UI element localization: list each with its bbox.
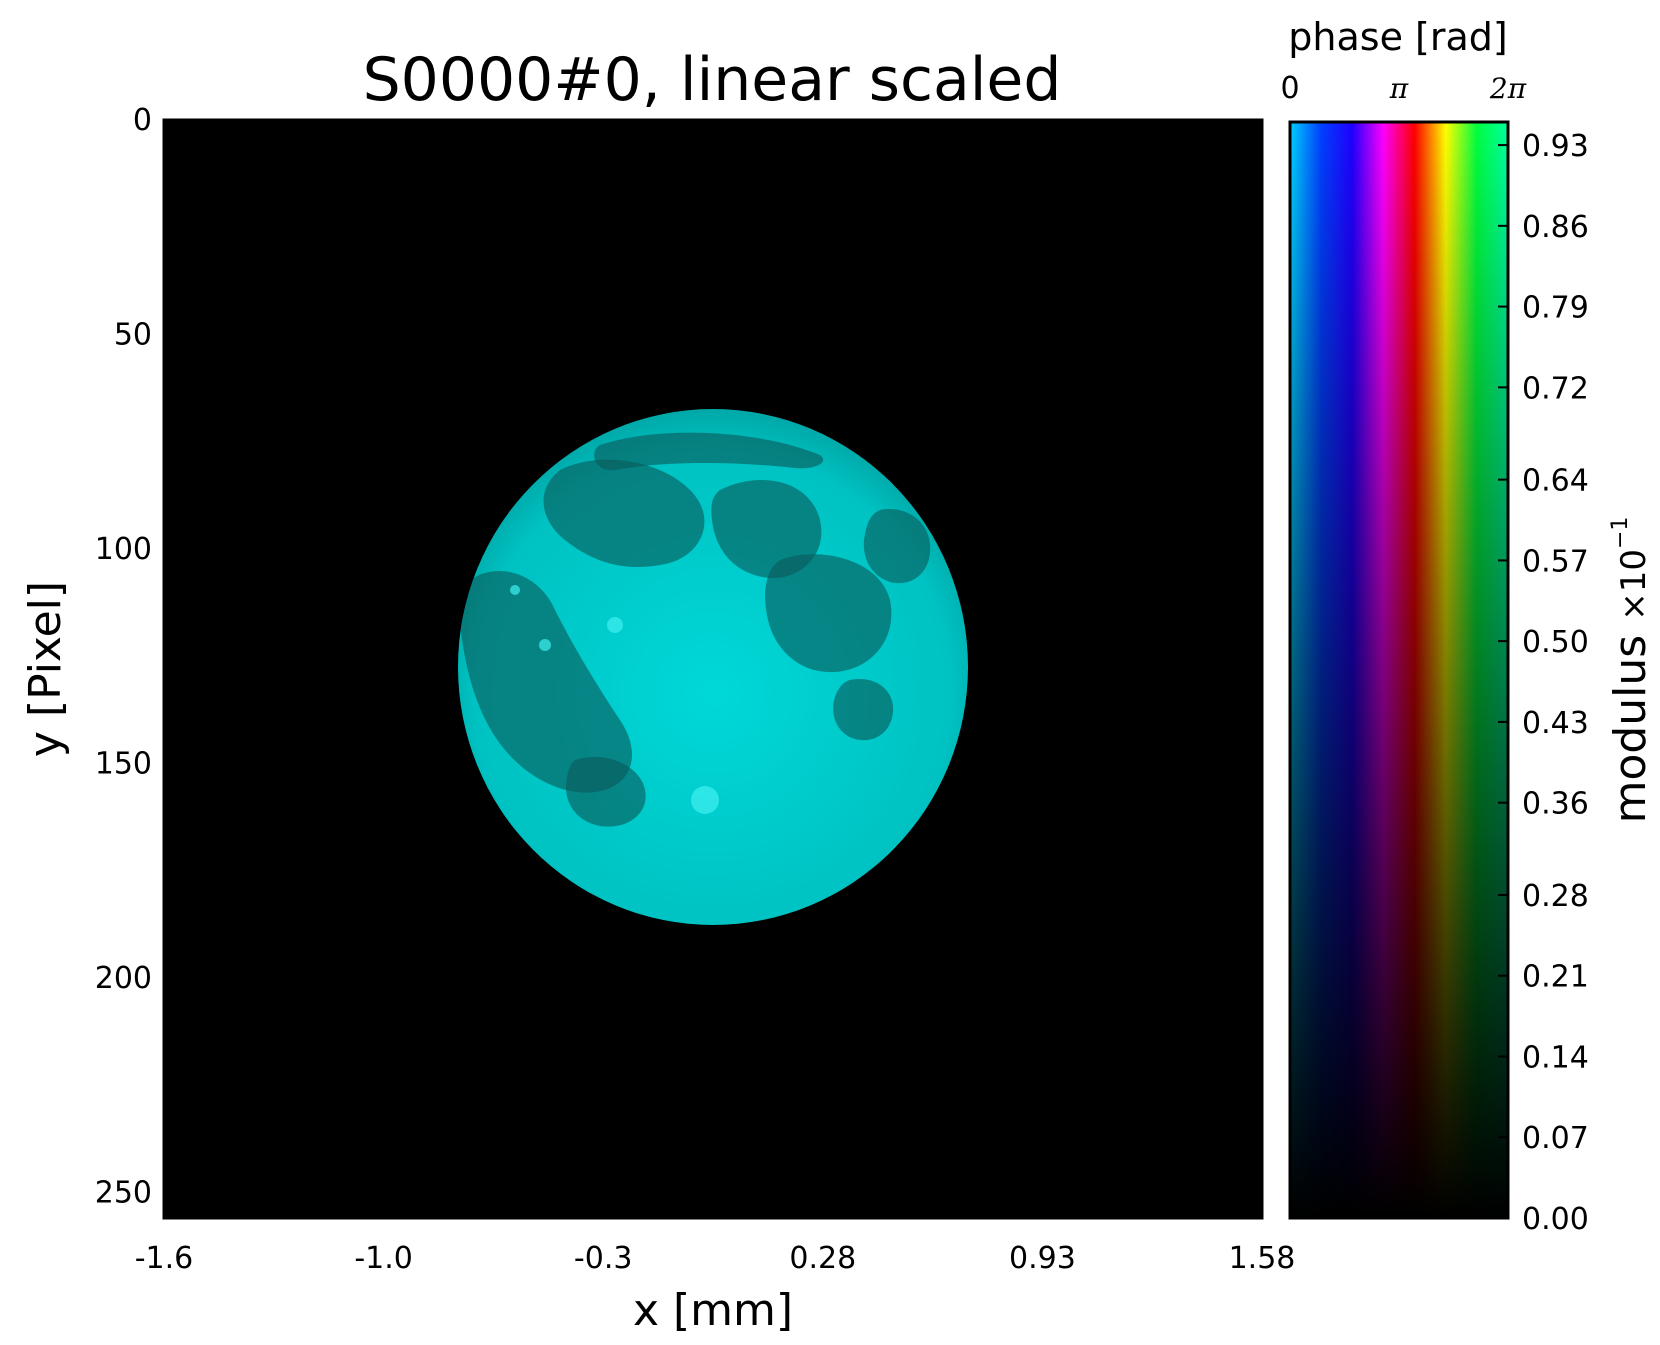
- x-axis-label: x [mm]: [633, 1285, 793, 1336]
- moon-mare-serenitatis: [711, 480, 822, 579]
- modulus-tick-label: 0.36: [1522, 787, 1589, 822]
- moon-crater-aristarchus: [510, 585, 520, 595]
- modulus-tick-label: 0.72: [1522, 371, 1589, 406]
- x-tick-label: -0.3: [574, 1241, 633, 1276]
- phase-tick-label: π: [1389, 72, 1409, 105]
- colorbar-frame: [1288, 120, 1510, 1220]
- phase-tick-label: 0: [1280, 71, 1299, 106]
- moon-mare-imbrium: [543, 459, 705, 568]
- x-tick-label: 0.93: [1009, 1241, 1076, 1276]
- y-tick-label: 0: [133, 103, 152, 138]
- moon-image: [458, 409, 968, 925]
- x-tick-label: 1.58: [1229, 1241, 1296, 1276]
- modulus-tick-label: 0.50: [1522, 625, 1589, 660]
- modulus-tick-label: 0.79: [1522, 291, 1589, 326]
- y-tick-label: 150: [95, 746, 152, 781]
- modulus-tick-label: 0.00: [1522, 1202, 1589, 1237]
- y-axis-label: y [Pixel]: [20, 581, 71, 757]
- chart-title: S0000#0, linear scaled: [363, 45, 1062, 115]
- modulus-tick-label: 0.93: [1522, 129, 1589, 164]
- y-axis: y [Pixel] 0 50 100 150 200 250: [20, 103, 174, 1210]
- moon-mare-tranquillitatis: [765, 554, 892, 673]
- modulus-tick-label: 0.07: [1522, 1121, 1589, 1156]
- colorbar-modulus-label: modulus ×10−1: [1605, 517, 1656, 824]
- phase-tick-label: 2π: [1489, 72, 1527, 105]
- colorbar-phase-label: phase [rad]: [1288, 15, 1507, 59]
- colorbar-modulus-ticks: 0.93 0.86 0.79 0.72 0.64 0.57 0.50 0.43 0.36 0.28…: [1498, 129, 1589, 1237]
- colorbar-multiplier: ×10: [1614, 549, 1654, 621]
- moon-mare-fecunditatis: [833, 679, 894, 741]
- moon-mare-crisium: [863, 509, 931, 584]
- modulus-tick-label: 0.57: [1522, 544, 1589, 579]
- x-tick-label: -1.6: [135, 1241, 194, 1276]
- x-tick-label: 0.28: [789, 1241, 856, 1276]
- modulus-tick-label: 0.86: [1522, 210, 1589, 245]
- x-tick-label: -1.0: [354, 1241, 413, 1276]
- y-tick-label: 250: [95, 1175, 152, 1210]
- colorbar-phase-ticks: 0 π 2π: [1280, 71, 1527, 136]
- modulus-tick-label: 0.21: [1522, 960, 1589, 995]
- modulus-tick-label: 0.28: [1522, 879, 1589, 914]
- moon-oceanus-procellarum: [460, 571, 632, 793]
- x-axis: x [mm] -1.6 -1.0 -0.3 0.28 0.93 1.58: [135, 1208, 1296, 1336]
- moon-crater-copernicus: [607, 617, 623, 633]
- moon-crater-tycho: [691, 786, 719, 814]
- y-tick-label: 200: [95, 961, 152, 996]
- plot-frame: [162, 118, 1264, 1220]
- colorbar: phase [rad] 0 π 2π 0.93 0.86 0.79 0.72 0.64 0.5…: [1280, 15, 1656, 1237]
- colorbar-multiplier-exponent: −1: [1608, 517, 1633, 549]
- colorbar-dark-overlay: [1290, 122, 1508, 1218]
- moon-mare-frigoris: [594, 432, 824, 471]
- y-tick-label: 100: [95, 532, 152, 567]
- modulus-tick-label: 0.43: [1522, 706, 1589, 741]
- moon-mare-nubium: [565, 756, 646, 827]
- modulus-tick-label: 0.14: [1522, 1040, 1589, 1075]
- modulus-tick-label: 0.64: [1522, 464, 1589, 499]
- y-tick-label: 50: [114, 317, 152, 352]
- moon-crater-kepler: [539, 639, 551, 651]
- colorbar-modulus-name: modulus: [1605, 635, 1656, 824]
